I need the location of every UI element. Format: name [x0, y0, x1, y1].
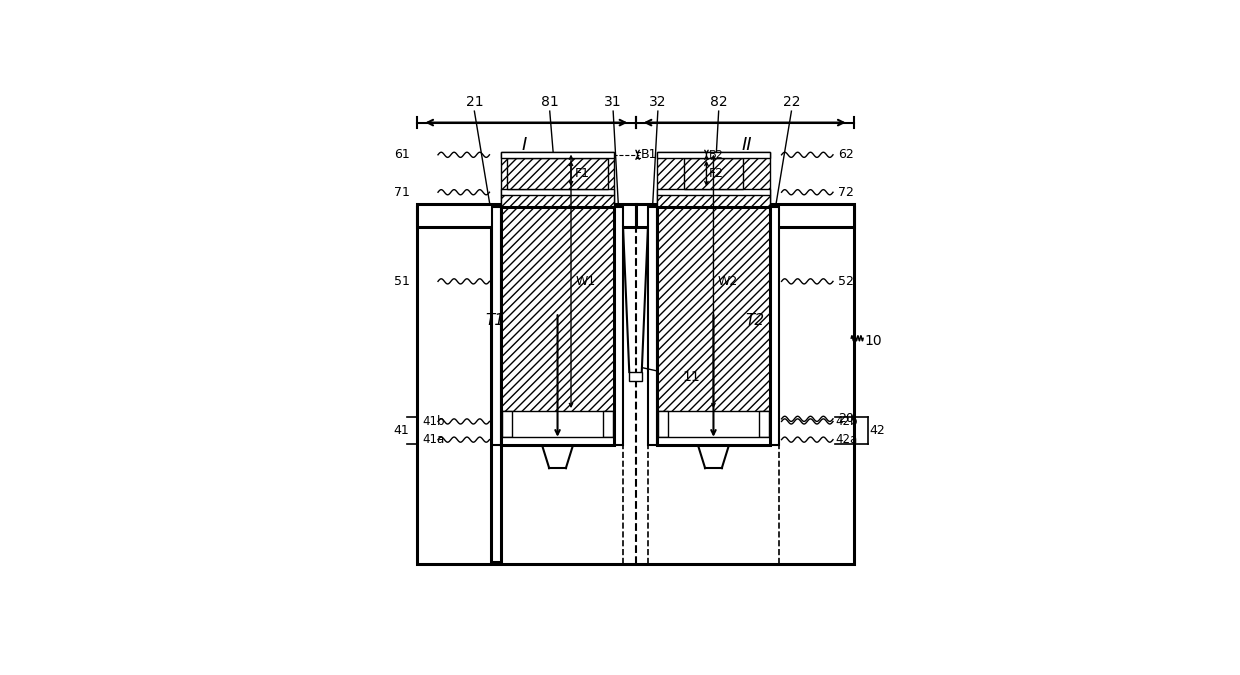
Text: B2: B2	[708, 150, 723, 160]
Bar	[684, 158, 743, 189]
Bar	[501, 437, 614, 445]
Text: T2: T2	[745, 313, 765, 327]
Text: 51: 51	[394, 275, 409, 288]
Text: 32: 32	[649, 95, 667, 109]
Text: 72: 72	[838, 186, 854, 198]
Bar	[604, 411, 613, 437]
Text: 61: 61	[394, 148, 409, 161]
Text: 10: 10	[864, 334, 882, 348]
Bar	[657, 152, 770, 158]
Text: II: II	[742, 136, 753, 154]
Bar	[657, 195, 770, 227]
Bar	[649, 207, 657, 445]
Bar	[629, 372, 642, 381]
Bar	[507, 158, 609, 189]
Bar	[501, 152, 614, 158]
Text: 20: 20	[838, 412, 854, 425]
Bar	[491, 227, 501, 562]
Text: 11: 11	[682, 371, 701, 384]
Bar	[770, 207, 779, 445]
Bar	[501, 195, 614, 227]
Text: W1: W1	[575, 275, 595, 288]
Bar	[492, 207, 501, 445]
Text: I: I	[521, 136, 526, 154]
Bar	[501, 207, 614, 445]
Bar	[658, 411, 667, 437]
Text: 22: 22	[782, 95, 800, 109]
Text: 31: 31	[604, 95, 622, 109]
Text: 41: 41	[394, 424, 409, 437]
Text: 41b: 41b	[423, 415, 445, 428]
Bar	[501, 152, 614, 411]
Bar	[417, 207, 854, 564]
Text: 42b: 42b	[836, 415, 858, 428]
Bar	[502, 411, 512, 437]
Text: 21: 21	[465, 95, 484, 109]
Text: 42a: 42a	[836, 433, 858, 446]
Text: B1: B1	[641, 148, 657, 161]
Text: 82: 82	[709, 95, 728, 109]
Text: 42: 42	[869, 424, 885, 437]
Bar	[657, 152, 770, 411]
Text: F2: F2	[708, 167, 723, 180]
Bar	[657, 437, 770, 445]
Text: 62: 62	[838, 148, 854, 161]
Bar	[657, 207, 770, 445]
Text: 52: 52	[838, 275, 854, 288]
Text: F1: F1	[575, 167, 590, 180]
Bar	[614, 207, 622, 445]
Bar	[417, 204, 636, 227]
Text: 71: 71	[394, 186, 409, 198]
Text: W2: W2	[718, 275, 738, 288]
Bar	[501, 189, 614, 195]
Bar	[657, 189, 770, 195]
Text: 81: 81	[541, 95, 558, 109]
Text: 41a: 41a	[423, 433, 445, 446]
Bar	[759, 411, 769, 437]
Text: T1: T1	[486, 313, 505, 327]
Bar	[635, 204, 854, 227]
